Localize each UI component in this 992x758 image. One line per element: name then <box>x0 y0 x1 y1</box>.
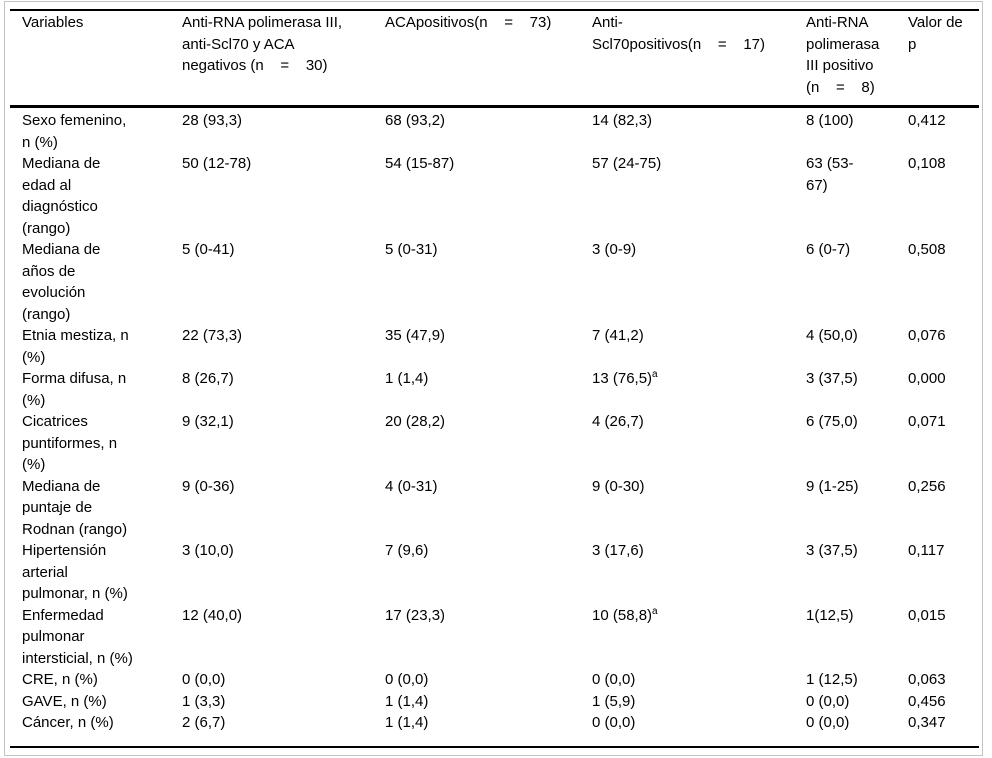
row-label: Sexo femenino, n (%) <box>22 112 127 151</box>
table-cell: 14 (82,3) <box>592 112 653 129</box>
table-cell: 8 (100) <box>806 112 854 129</box>
table-row: Hipertensión arterial pulmonar, n (%) 3 (… <box>10 540 979 605</box>
table-cell: 6 (0-7) <box>806 241 851 258</box>
table-cell: 9 (0-36) <box>182 477 235 495</box>
column-header: Anti-RNA polimerasa III, anti-Scl70 y AC… <box>182 10 385 108</box>
table-cell: 5 (0-41) <box>182 241 235 258</box>
table-row: Forma difusa, n (%) 8 (26,7) 1 (1,4) 13 (76… <box>10 368 979 411</box>
table-row: Cicatrices puntiformes, n (%) 9 (32,1) 20 … <box>10 411 979 476</box>
row-label: Enfermedad pulmonar intersticial, n (%) <box>22 606 133 667</box>
table-row: Enfermedad pulmonar intersticial, n (%) 1… <box>10 605 979 670</box>
table-cell: 50 (12-78) <box>182 155 252 172</box>
table-cell: 35 (47,9) <box>385 327 446 344</box>
table-cell: 20 (28,2) <box>385 413 446 430</box>
table-cell: 54 (15-87) <box>385 155 455 172</box>
column-header: Anti-RNA polimerasa III positivo (n = 8) <box>806 10 908 108</box>
table-cell: 0,076 <box>908 327 946 344</box>
header-row: Variables Anti-RNA polimerasa III, anti-S… <box>10 10 979 108</box>
table-cell: 0,508 <box>908 241 946 258</box>
table-cell: 8 (26,7) <box>182 370 234 387</box>
table-cell: 17 (23,3) <box>385 606 446 624</box>
table-cell: 0,000 <box>908 370 946 387</box>
table-row: Mediana de puntaje de Rodnan (rango) 9 (0… <box>10 476 979 541</box>
table-cell: 4 (26,7) <box>592 413 644 430</box>
clinical-characteristics-table: Variables Anti-RNA polimerasa III, anti-S… <box>10 9 979 748</box>
table-row: Mediana de años de evolución (rango) 5 (0… <box>10 239 979 325</box>
table-cell: 63 (53- 67) <box>806 155 854 194</box>
table-body: Sexo femenino, n (%) 28 (93,3) 68 (93,2) 14… <box>10 107 979 747</box>
table-cell: 0,256 <box>908 477 946 495</box>
table-cell: 0 (0,0) <box>182 671 226 688</box>
table-cell: 0,347 <box>908 714 946 731</box>
table-header: Variables Anti-RNA polimerasa III, anti-S… <box>10 10 979 108</box>
table-row: Cáncer, n (%) 2 (6,7) 1 (1,4) 0 (0,0) 0 (0,0… <box>10 712 979 747</box>
table-cell: 9 (1-25) <box>806 477 859 495</box>
table-cell: 1 (1,4) <box>385 370 429 387</box>
table-cell: 1 (3,3) <box>182 692 226 710</box>
table-row: GAVE, n (%) 1 (3,3) 1 (1,4) 1 (5,9) 0 (0,0) 0… <box>10 691 979 713</box>
column-header: Anti- Scl70positivos(n = 17) <box>592 10 806 108</box>
table-cell: 0,015 <box>908 606 946 624</box>
row-label: Cáncer, n (%) <box>22 714 114 731</box>
table-cell: 12 (40,0) <box>182 606 243 624</box>
table-cell: 0,108 <box>908 155 946 172</box>
table-cell: 3 (17,6) <box>592 542 644 559</box>
table-row: Sexo femenino, n (%) 28 (93,3) 68 (93,2) 14… <box>10 107 979 154</box>
row-label: Mediana de edad al diagnóstico (rango) <box>22 155 101 237</box>
row-label: Hipertensión arterial pulmonar, n (%) <box>22 542 128 602</box>
table-cell: 4 (0-31) <box>385 477 438 495</box>
table-cell: 13 (76,5)a <box>592 369 658 388</box>
table-cell: 3 (0-9) <box>592 241 637 258</box>
table-cell: 28 (93,3) <box>182 112 243 129</box>
row-label: Cicatrices puntiformes, n (%) <box>22 413 118 473</box>
footnote-marker: a <box>652 369 658 380</box>
row-label: Mediana de años de evolución (rango) <box>22 241 101 323</box>
table-cell: 1 (1,4) <box>385 714 429 731</box>
table-row: CRE, n (%) 0 (0,0) 0 (0,0) 0 (0,0) 1 (12,5) 0… <box>10 669 979 691</box>
row-label: Forma difusa, n (%) <box>22 370 127 409</box>
table-cell: 0,456 <box>908 692 946 710</box>
row-label: Mediana de puntaje de Rodnan (rango) <box>22 477 128 538</box>
table-cell: 3 (10,0) <box>182 542 234 559</box>
table-cell: 0 (0,0) <box>806 714 850 731</box>
table-cell: 68 (93,2) <box>385 112 446 129</box>
table-cell: 0 (0,0) <box>385 671 429 688</box>
table-cell: 0 (0,0) <box>592 714 636 731</box>
table-cell: 0,412 <box>908 112 946 129</box>
table-row: Mediana de edad al diagnóstico (rango) 50… <box>10 153 979 239</box>
table-cell: 1 (5,9) <box>592 692 636 710</box>
table-cell: 2 (6,7) <box>182 714 226 731</box>
table-cell: 5 (0-31) <box>385 241 438 258</box>
table-cell: 57 (24-75) <box>592 155 662 172</box>
table-cell: 0 (0,0) <box>806 692 850 710</box>
footnote-marker: a <box>652 605 658 617</box>
table-cell: 1 (12,5) <box>806 671 858 688</box>
row-label: CRE, n (%) <box>22 671 98 688</box>
table-row: Etnia mestiza, n (%) 22 (73,3) 35 (47,9) 7 … <box>10 325 979 368</box>
table-cell: 7 (41,2) <box>592 327 644 344</box>
table-cell: 6 (75,0) <box>806 413 858 430</box>
table-cell: 0,117 <box>908 542 945 559</box>
table-cell: 9 (32,1) <box>182 413 234 430</box>
table-cell: 0 (0,0) <box>592 671 636 688</box>
table-cell: 3 (37,5) <box>806 370 858 387</box>
table-cell: 22 (73,3) <box>182 327 243 344</box>
table-cell: 1(12,5) <box>806 606 854 624</box>
row-label: Etnia mestiza, n (%) <box>22 327 129 366</box>
table-cell: 1 (1,4) <box>385 692 429 710</box>
table-cell: 7 (9,6) <box>385 542 429 559</box>
table-cell: 0,071 <box>908 413 946 430</box>
row-label: GAVE, n (%) <box>22 692 107 710</box>
column-header: Variables <box>10 10 182 108</box>
column-header: Valor de p <box>908 10 979 108</box>
table-cell: 0,063 <box>908 671 946 688</box>
table-cell: 4 (50,0) <box>806 327 858 344</box>
table-cell: 10 (58,8)a <box>592 605 658 624</box>
table-cell: 3 (37,5) <box>806 542 858 559</box>
table-cell: 9 (0-30) <box>592 477 645 495</box>
column-header: ACApositivos(n = 73) <box>385 10 592 108</box>
